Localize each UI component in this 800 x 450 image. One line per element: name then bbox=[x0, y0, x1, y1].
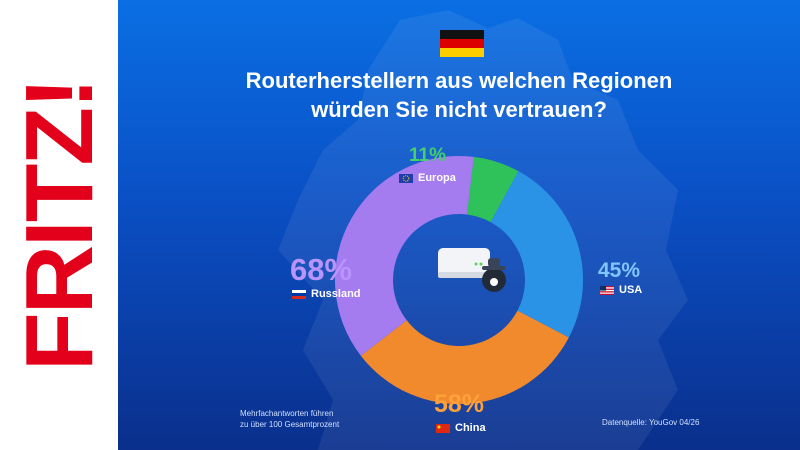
data-source: Datenquelle: YouGov 04/26 bbox=[602, 418, 700, 427]
footnote-line-1: Mehrfachantworten führen bbox=[240, 409, 334, 418]
legend-russland: Russland bbox=[292, 288, 361, 300]
chart-title-line-2: würden Sie nicht vertrauen? bbox=[311, 97, 607, 122]
legend-label-europa: Europa bbox=[418, 172, 456, 184]
footnote-line-2: zu über 100 Gesamtprozent bbox=[240, 420, 340, 429]
germany-flag-icon bbox=[440, 30, 484, 57]
chart-title: Routerherstellern aus welchen Regionen w… bbox=[118, 66, 800, 124]
router-spy-icon bbox=[438, 248, 506, 292]
value-label-europa: 11% bbox=[409, 145, 446, 166]
legend-label-russland: Russland bbox=[311, 288, 361, 300]
infographic-panel: Routerherstellern aus welchen Regionen w… bbox=[118, 0, 800, 450]
slice-russland bbox=[335, 156, 474, 356]
legend-label-china: China bbox=[455, 422, 486, 434]
usa-flag-icon bbox=[600, 285, 614, 295]
legend-label-usa: USA bbox=[619, 284, 643, 296]
russia-flag-icon bbox=[292, 289, 306, 299]
slice-china bbox=[360, 310, 569, 404]
slice-europa bbox=[466, 156, 519, 223]
brand-panel: FRITZ! bbox=[0, 0, 118, 450]
legend-china: China bbox=[436, 422, 486, 434]
eu-flag-icon bbox=[399, 173, 413, 183]
footnote-multiple-answers: Mehrfachantworten führen zu über 100 Ges… bbox=[240, 408, 339, 430]
legend-europa: Europa bbox=[399, 172, 456, 184]
legend-usa: USA bbox=[600, 284, 642, 296]
donut-chart bbox=[335, 156, 583, 404]
value-label-china: 58% bbox=[434, 390, 485, 418]
china-flag-icon bbox=[436, 423, 450, 433]
slice-usa bbox=[490, 171, 583, 338]
chart-title-line-1: Routerherstellern aus welchen Regionen bbox=[245, 68, 673, 93]
value-label-usa: 45% bbox=[598, 259, 641, 282]
value-label-russland: 68% bbox=[290, 252, 353, 287]
fritz-logo: FRITZ! bbox=[6, 79, 113, 371]
